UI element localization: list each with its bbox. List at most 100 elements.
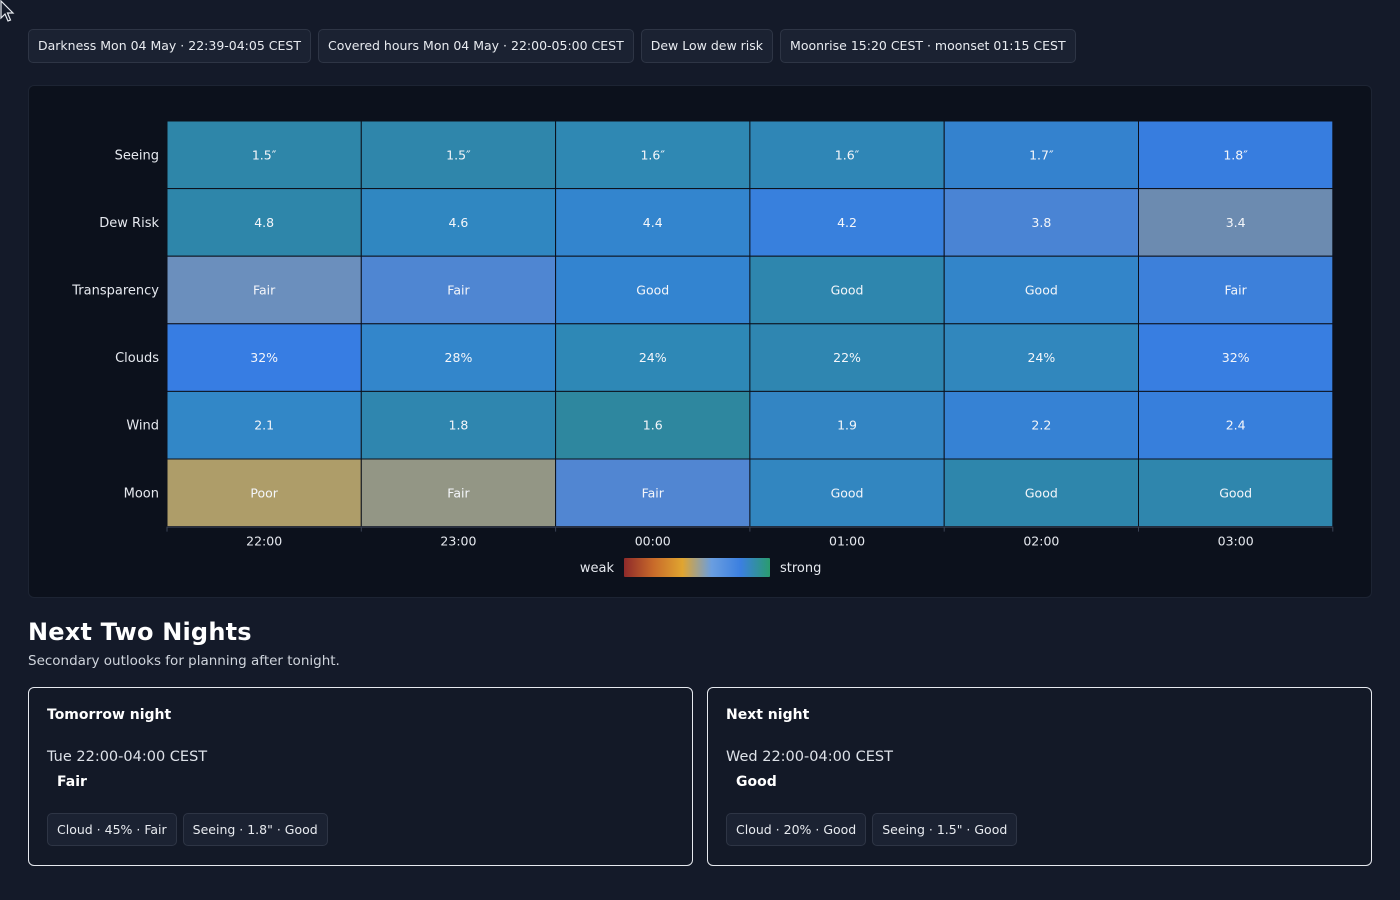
cell-value: 2.4 — [1226, 418, 1246, 433]
card-title: Tomorrow night — [47, 707, 172, 723]
summary-chips: Darkness Mon 04 May · 22:39-04:05 CEST C… — [28, 29, 1076, 63]
cell-value: 1.6″ — [640, 147, 665, 162]
card-time: Wed 22:00-04:00 CEST — [726, 749, 893, 765]
cell-value: Good — [1025, 283, 1058, 298]
column-label: 23:00 — [440, 534, 476, 549]
cell-value: Poor — [250, 485, 278, 500]
heatmap-cell — [360, 255, 557, 325]
card-rating: Good — [736, 774, 777, 790]
heatmap-cell — [1138, 188, 1334, 257]
cell-value: 1.7″ — [1029, 147, 1054, 162]
row-label: Seeing — [115, 148, 159, 163]
row-label: Clouds — [115, 351, 159, 366]
heatmap-cell — [943, 390, 1140, 460]
legend-low-label: weak — [580, 561, 615, 576]
cell-value: Good — [636, 283, 669, 298]
row-label: Dew Risk — [99, 216, 159, 231]
cell-value: Good — [1025, 485, 1058, 500]
column-label: 22:00 — [246, 534, 282, 549]
row-label: Transparency — [71, 284, 159, 299]
cell-value: Fair — [1224, 283, 1247, 298]
cell-value: Good — [831, 283, 864, 298]
dew-chip: Dew Low dew risk — [640, 29, 774, 63]
cell-value: 22% — [833, 350, 861, 365]
cell-value: Good — [831, 485, 864, 500]
cell-value: Fair — [447, 283, 470, 298]
cell-value: 1.8 — [449, 418, 469, 433]
cell-value: 24% — [1027, 350, 1055, 365]
column-label: 01:00 — [829, 534, 865, 549]
card-title: Next night — [726, 707, 810, 723]
heatmap-cell — [555, 390, 751, 460]
heatmap-cell — [749, 188, 945, 257]
cell-value: 4.4 — [643, 215, 663, 230]
section-subtitle: Secondary outlooks for planning after to… — [28, 653, 340, 669]
seeing-chip: Seeing · 1.8" · Good — [182, 813, 328, 846]
section-title: Next Two Nights — [28, 618, 252, 646]
heatmap-cell — [360, 188, 557, 257]
heatmap-cell — [1138, 255, 1334, 325]
cell-value: 32% — [250, 350, 278, 365]
heatmap-cell — [166, 458, 362, 528]
cell-value: Fair — [253, 283, 276, 298]
heatmap-cell — [166, 323, 362, 392]
heatmap-cell — [1138, 120, 1334, 190]
cell-value: 4.8 — [254, 215, 274, 230]
heatmap-cell — [749, 458, 945, 528]
heatmap-cell — [166, 255, 362, 325]
heatmap-cell — [749, 390, 945, 460]
cell-value: 3.4 — [1226, 215, 1246, 230]
heatmap-cell — [360, 120, 557, 190]
heatmap-cell — [749, 255, 945, 325]
legend-gradient-bar — [624, 558, 770, 577]
heatmap-cell — [943, 120, 1140, 190]
heatmap-cell — [1138, 390, 1334, 460]
heatmap-cell — [749, 120, 945, 190]
heatmap-cell — [555, 255, 751, 325]
row-label: Wind — [126, 419, 159, 434]
cell-value: 2.1 — [254, 418, 274, 433]
heatmap-cell — [360, 323, 557, 392]
heatmap-cell — [166, 120, 362, 190]
covered-hours-chip: Covered hours Mon 04 May · 22:00-05:00 C… — [317, 29, 634, 63]
cell-value: 4.6 — [449, 215, 469, 230]
conditions-heatmap-panel: Seeing 1.5″ 1.5″ 1.6″ 1.6″ 1.7″ 1.8″ Dew Risk 4.… — [28, 85, 1372, 598]
moon-times-chip: Moonrise 15:20 CEST · moonset 01:15 CEST — [780, 29, 1076, 63]
cell-value: 24% — [639, 350, 667, 365]
legend-high-label: strong — [780, 561, 821, 576]
column-label: 02:00 — [1023, 534, 1059, 549]
cell-value: 2.2 — [1031, 418, 1051, 433]
cell-value: 1.9 — [837, 418, 857, 433]
cell-value: 1.8″ — [1223, 147, 1248, 162]
heatmap-cell — [166, 390, 362, 460]
card-rating: Fair — [57, 774, 87, 790]
column-label: 00:00 — [635, 534, 671, 549]
cell-value: 32% — [1222, 350, 1250, 365]
seeing-chip: Seeing · 1.5" · Good — [872, 813, 1018, 846]
mouse-cursor-icon — [0, 0, 15, 22]
cloud-chip: Cloud · 20% · Good — [726, 813, 867, 846]
cell-value: 1.5″ — [446, 147, 471, 162]
heatmap-cell — [943, 458, 1140, 528]
cell-value: 3.8 — [1031, 215, 1051, 230]
cell-value: 1.6″ — [835, 147, 860, 162]
card-time: Tue 22:00-04:00 CEST — [47, 749, 208, 765]
cell-value: 1.5″ — [252, 147, 277, 162]
next-night-card[interactable]: Next night Wed 22:00-04:00 CEST Good Clo… — [707, 687, 1372, 866]
heatmap-cell — [943, 255, 1140, 325]
darkness-chip: Darkness Mon 04 May · 22:39-04:05 CEST — [28, 29, 311, 63]
heatmap-cell — [1138, 323, 1334, 392]
cell-value: 28% — [445, 350, 473, 365]
cell-value: 4.2 — [837, 215, 857, 230]
tomorrow-night-card[interactable]: Tomorrow night Tue 22:00-04:00 CEST Fair… — [28, 687, 693, 866]
cell-value: Good — [1219, 485, 1252, 500]
heatmap-cell — [943, 323, 1140, 392]
heatmap-cell — [749, 323, 945, 392]
cell-value: Fair — [447, 485, 470, 500]
cloud-chip: Cloud · 45% · Fair — [47, 813, 177, 846]
heatmap-cell — [1138, 458, 1334, 528]
conditions-heatmap: Seeing 1.5″ 1.5″ 1.6″ 1.6″ 1.7″ 1.8″ Dew Risk 4.… — [71, 120, 1334, 577]
cell-value: Fair — [642, 485, 665, 500]
cell-value: 1.6 — [643, 418, 663, 433]
row-label: Moon — [124, 486, 159, 501]
